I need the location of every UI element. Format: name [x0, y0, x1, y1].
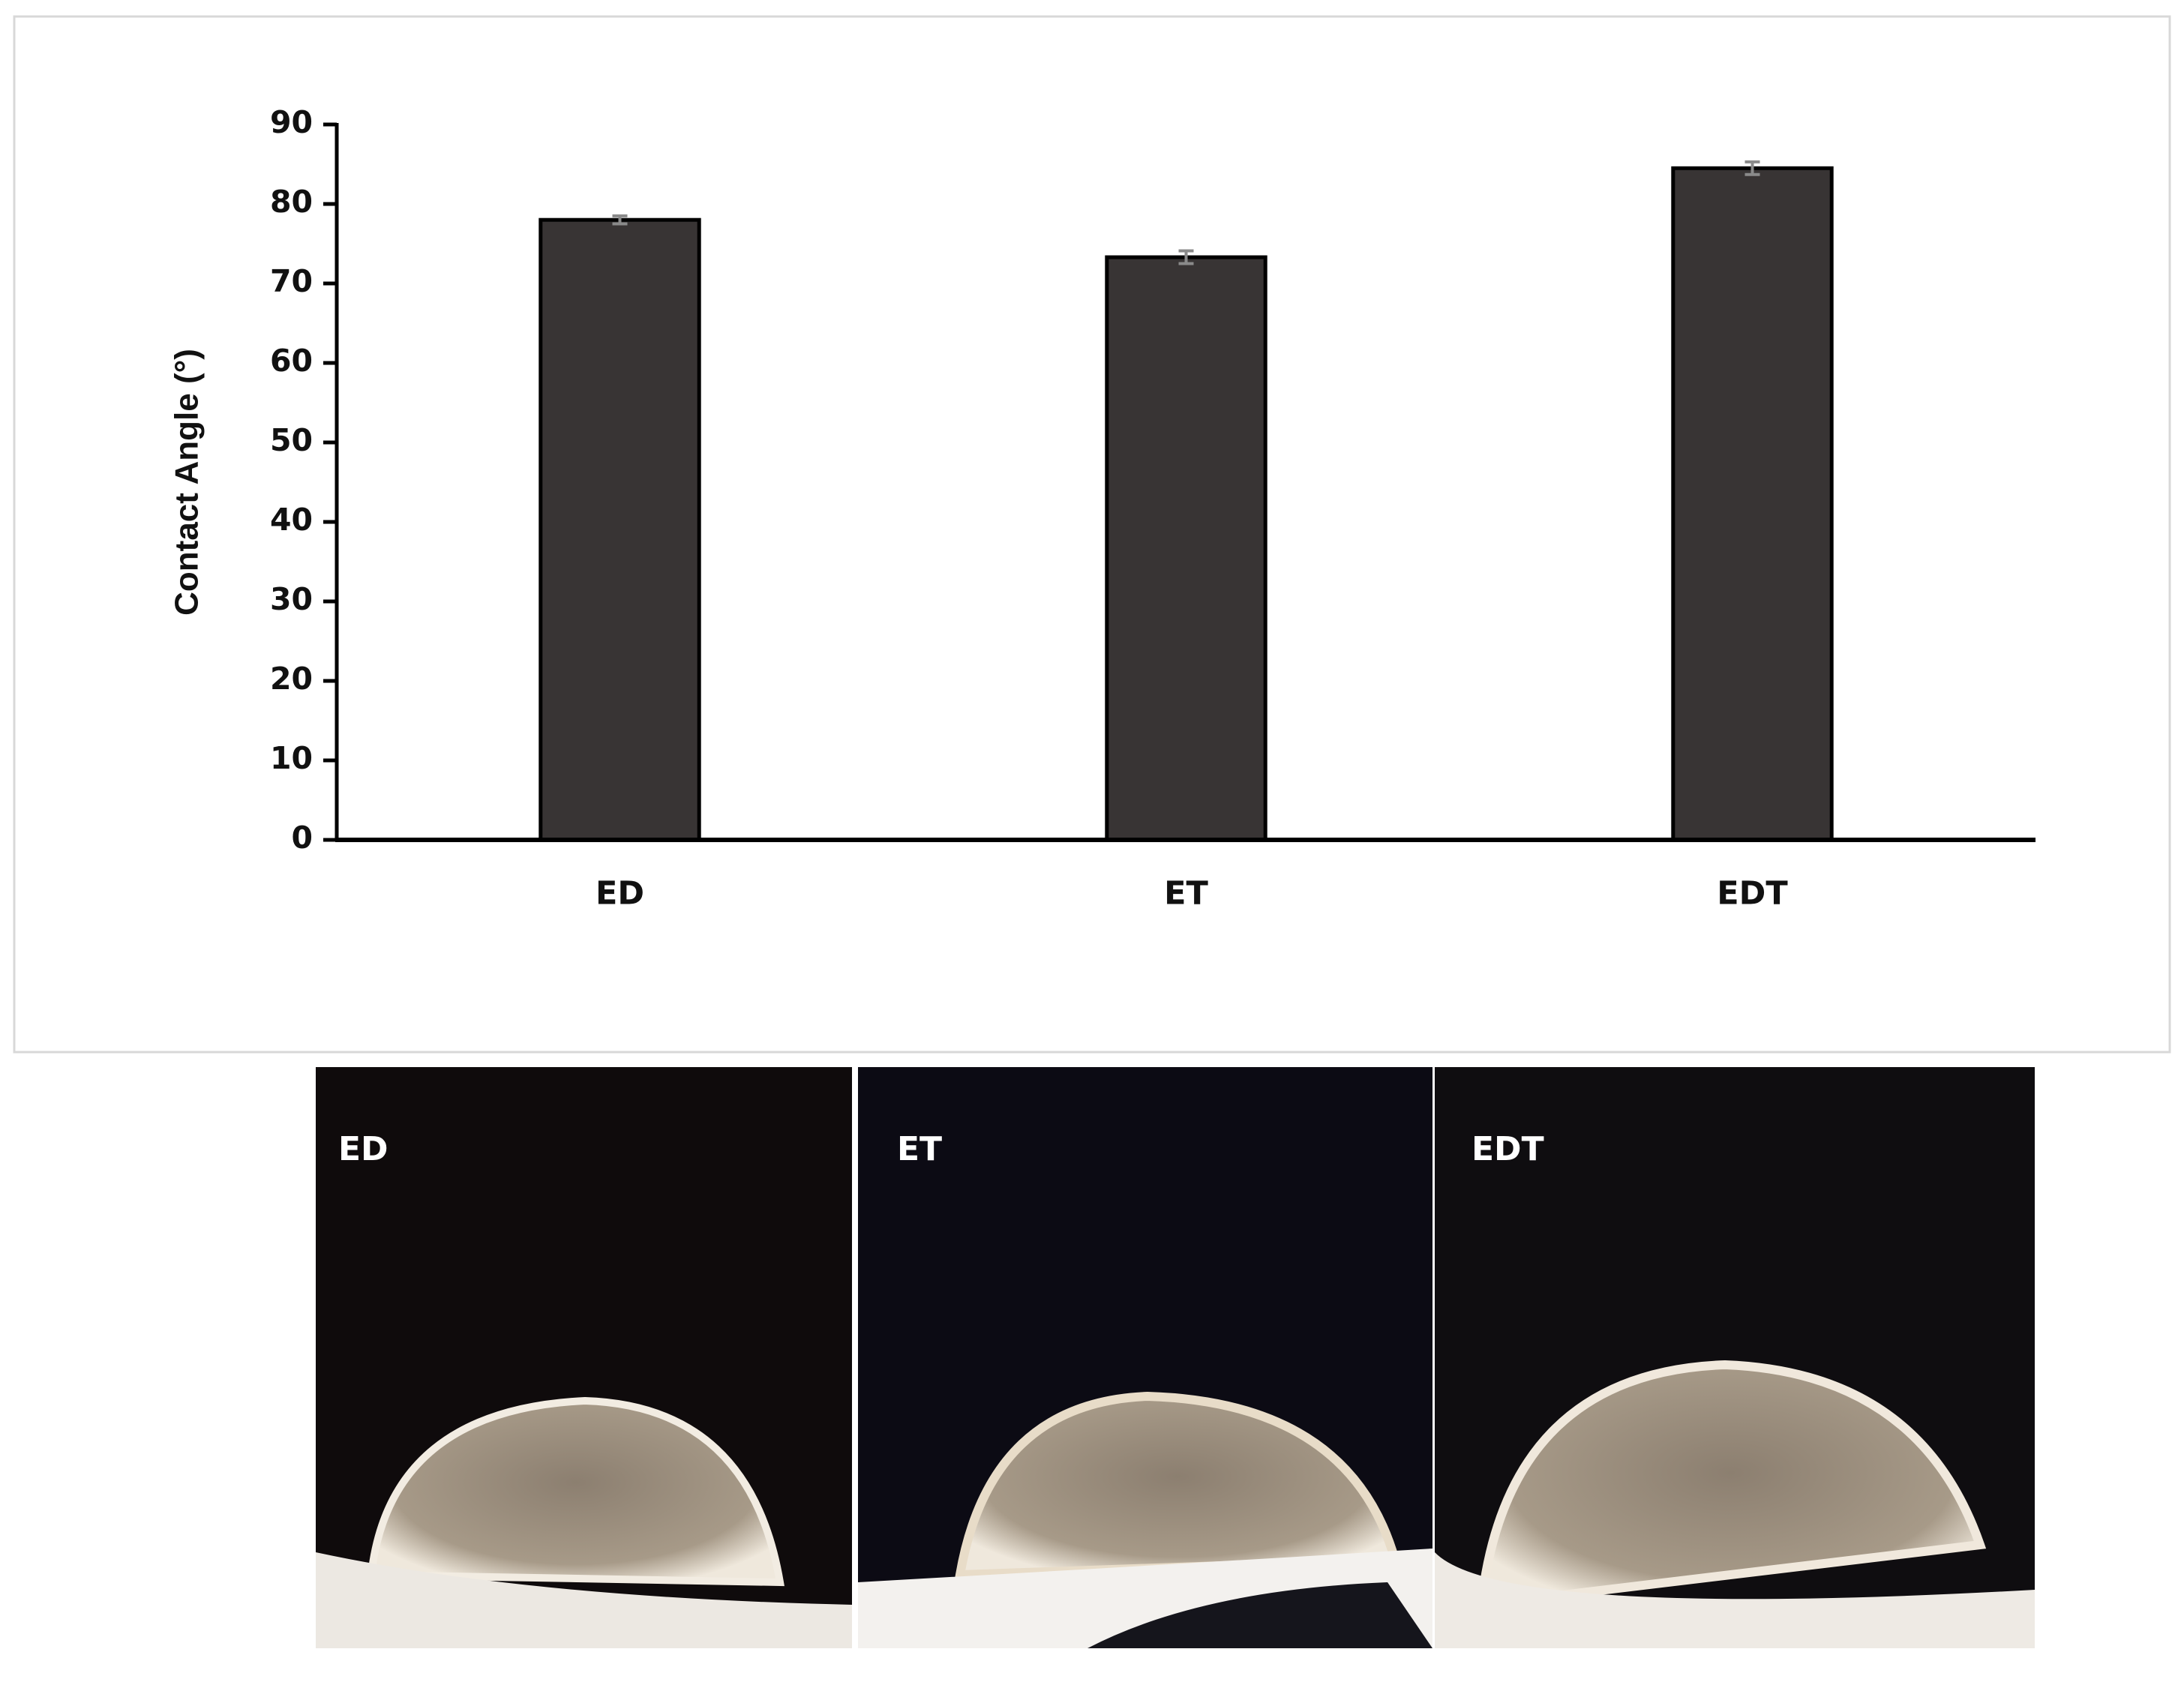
y-tick-label: 90 — [270, 104, 313, 140]
y-tick-label: 0 — [291, 820, 313, 856]
photo-label: EDT — [1472, 1130, 1544, 1168]
photo-strip — [316, 1067, 2035, 1648]
error-bar — [1744, 160, 1760, 176]
y-axis-label: Contact Angle (°) — [169, 349, 206, 616]
bar — [1671, 166, 1834, 842]
y-tick-label: 50 — [270, 422, 313, 458]
error-bar — [612, 214, 628, 226]
photo-label: ED — [338, 1130, 388, 1168]
droplet — [1476, 1360, 1987, 1610]
y-tick-label: 20 — [270, 661, 313, 697]
y-tick-label: 60 — [270, 343, 313, 379]
y-tick-label: 10 — [270, 740, 313, 776]
bar — [1105, 255, 1268, 842]
y-tick-label: 30 — [270, 581, 313, 617]
substrate-shadow — [1088, 1582, 1432, 1648]
error-bar — [1178, 249, 1194, 265]
y-tick-label: 40 — [270, 502, 313, 538]
substrate — [316, 1552, 852, 1648]
x-tick-label: ED — [596, 875, 644, 913]
droplet — [954, 1391, 1401, 1580]
x-tick-label: EDT — [1717, 875, 1788, 913]
bar — [538, 217, 701, 842]
y-tick-label: 80 — [270, 184, 313, 220]
photo-label: ET — [897, 1130, 942, 1168]
y-tick-label: 70 — [270, 263, 313, 299]
x-tick-label: ET — [1164, 875, 1208, 913]
droplet — [367, 1396, 784, 1587]
substrate — [1435, 1552, 2035, 1648]
